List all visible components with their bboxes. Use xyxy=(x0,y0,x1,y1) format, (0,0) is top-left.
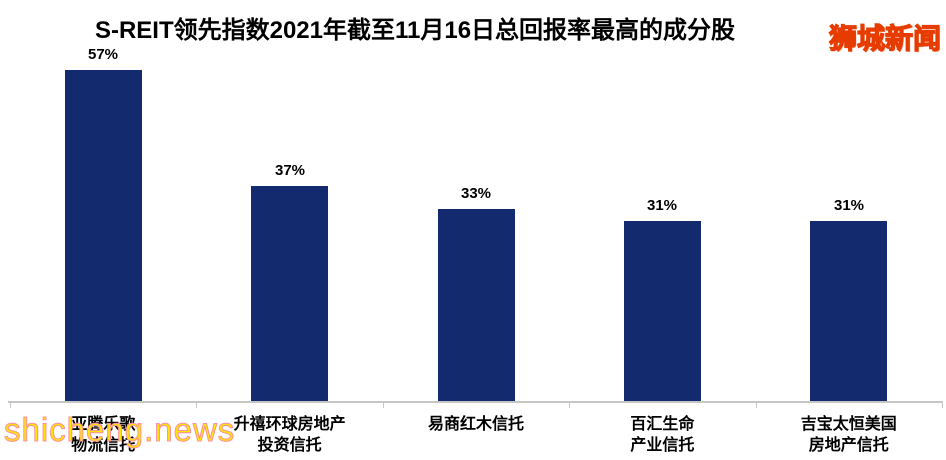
category-label-line: 产业信托 xyxy=(630,437,695,454)
bar xyxy=(810,221,887,401)
bar xyxy=(438,209,515,401)
x-axis-tick xyxy=(196,401,198,408)
category-label-line: 投资信托 xyxy=(257,437,322,454)
category-label-line: 百汇生命 xyxy=(630,416,695,433)
category-label: 亚腾乐歌 物流信托 xyxy=(10,414,196,456)
bar-value-label: 37% xyxy=(274,162,306,179)
watermark-text: shicheng.news xyxy=(3,411,236,449)
bar-value-label: 31% xyxy=(833,197,865,214)
bar-value-label: 31% xyxy=(646,197,678,214)
category-label: 易商红木信托 xyxy=(383,414,569,435)
bar xyxy=(251,186,328,401)
bar-value-label: 57% xyxy=(87,46,119,63)
bar xyxy=(65,70,142,401)
category-label: 吉宝太恒美国 房地产信托 xyxy=(756,414,942,456)
category-label-line: 易商红木信托 xyxy=(427,416,524,433)
category-label: 百汇生命 产业信托 xyxy=(569,414,755,456)
category-label-line: 升禧环球房地产 xyxy=(233,416,346,433)
category-label-line: 吉宝太恒美国 xyxy=(800,416,897,433)
x-axis-tick xyxy=(755,401,757,408)
bar-value-label: 33% xyxy=(460,185,492,202)
category-label-line: 物流信托 xyxy=(71,437,136,454)
x-axis-tick xyxy=(942,401,943,408)
category-label-line: 房地产信托 xyxy=(808,437,889,454)
x-axis-tick xyxy=(382,401,384,408)
site-logo-text: 狮城新闻 xyxy=(828,22,941,54)
category-label: 升禧环球房地产 投资信托 xyxy=(196,414,382,456)
bar xyxy=(624,221,701,401)
x-axis-tick xyxy=(10,401,11,408)
chart-title: S-REIT领先指数2021年截至11月16日总回报率最高的成分股 xyxy=(94,17,736,44)
x-axis-tick xyxy=(569,401,571,408)
x-axis-line xyxy=(8,401,942,403)
category-label-line: 亚腾乐歌 xyxy=(71,416,136,433)
